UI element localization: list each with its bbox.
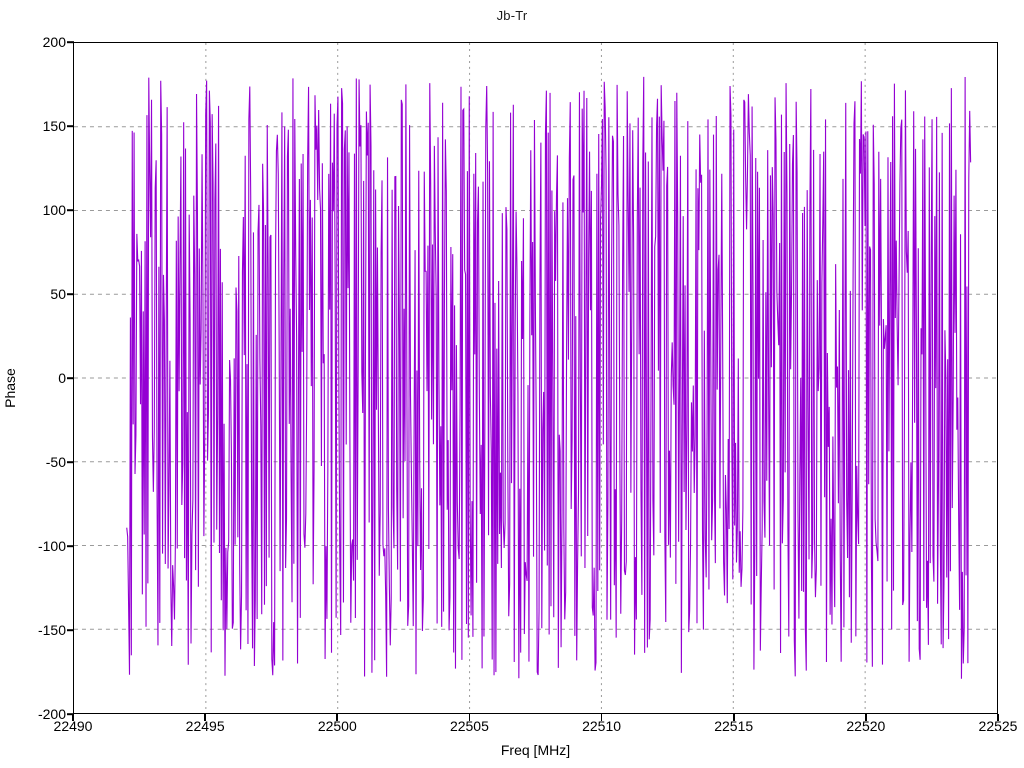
data-series-line: [74, 43, 997, 713]
plot-area: [73, 42, 998, 714]
x-tick-mark: [600, 714, 603, 721]
x-tick-label: 22510: [582, 718, 622, 734]
x-axis-tick-marks: [72, 714, 999, 724]
x-tick-label: 22515: [714, 718, 754, 734]
y-tick-mark: [67, 461, 74, 463]
x-tick-mark: [732, 714, 735, 721]
x-tick-mark: [72, 714, 74, 721]
y-tick-mark: [67, 293, 74, 295]
y-tick-label: -200: [37, 706, 66, 722]
y-tick-label: 0: [58, 370, 66, 386]
y-tick-label: -50: [45, 454, 66, 470]
y-tick-mark: [67, 545, 74, 547]
y-tick-label: -100: [37, 538, 66, 554]
x-tick-label: 22500: [317, 718, 357, 734]
x-tick-mark: [865, 714, 867, 721]
x-tick-mark: [997, 714, 999, 721]
y-axis-label-text: Phase: [2, 368, 18, 408]
page-title: Jb-Tr: [496, 8, 528, 23]
x-tick-label: 22505: [449, 718, 489, 734]
y-tick-mark: [67, 41, 74, 43]
x-tick-mark: [336, 714, 339, 721]
y-axis-tick-labels: -200 -150 -100 -50 0 50 100 150 200: [0, 34, 66, 722]
x-tick-mark: [468, 714, 471, 721]
x-tick-label: 22520: [846, 718, 886, 734]
y-tick-mark: [67, 125, 74, 127]
x-tick-label: 22525: [978, 718, 1018, 734]
y-tick-mark: [67, 377, 74, 379]
y-tick-mark: [67, 713, 74, 715]
y-tick-mark: [67, 209, 74, 211]
x-tick-label: 22495: [185, 718, 225, 734]
x-tick-mark: [204, 714, 206, 721]
x-axis-label: Freq [MHz]: [500, 742, 571, 758]
x-tick-label: 22490: [53, 718, 93, 734]
y-tick-label: 50: [50, 286, 66, 302]
y-tick-label: 100: [42, 202, 66, 218]
y-tick-mark: [67, 629, 74, 631]
y-tick-label: 200: [42, 34, 66, 50]
y-axis-label: Phase: [0, 368, 20, 408]
y-tick-label: -150: [37, 622, 66, 638]
y-axis-tick-marks: [0, 41, 80, 715]
x-axis-tick-labels: 22490 22495 22500 22505 22510 22515 22520 22525: [54, 716, 1018, 740]
y-tick-label: 150: [42, 118, 66, 134]
